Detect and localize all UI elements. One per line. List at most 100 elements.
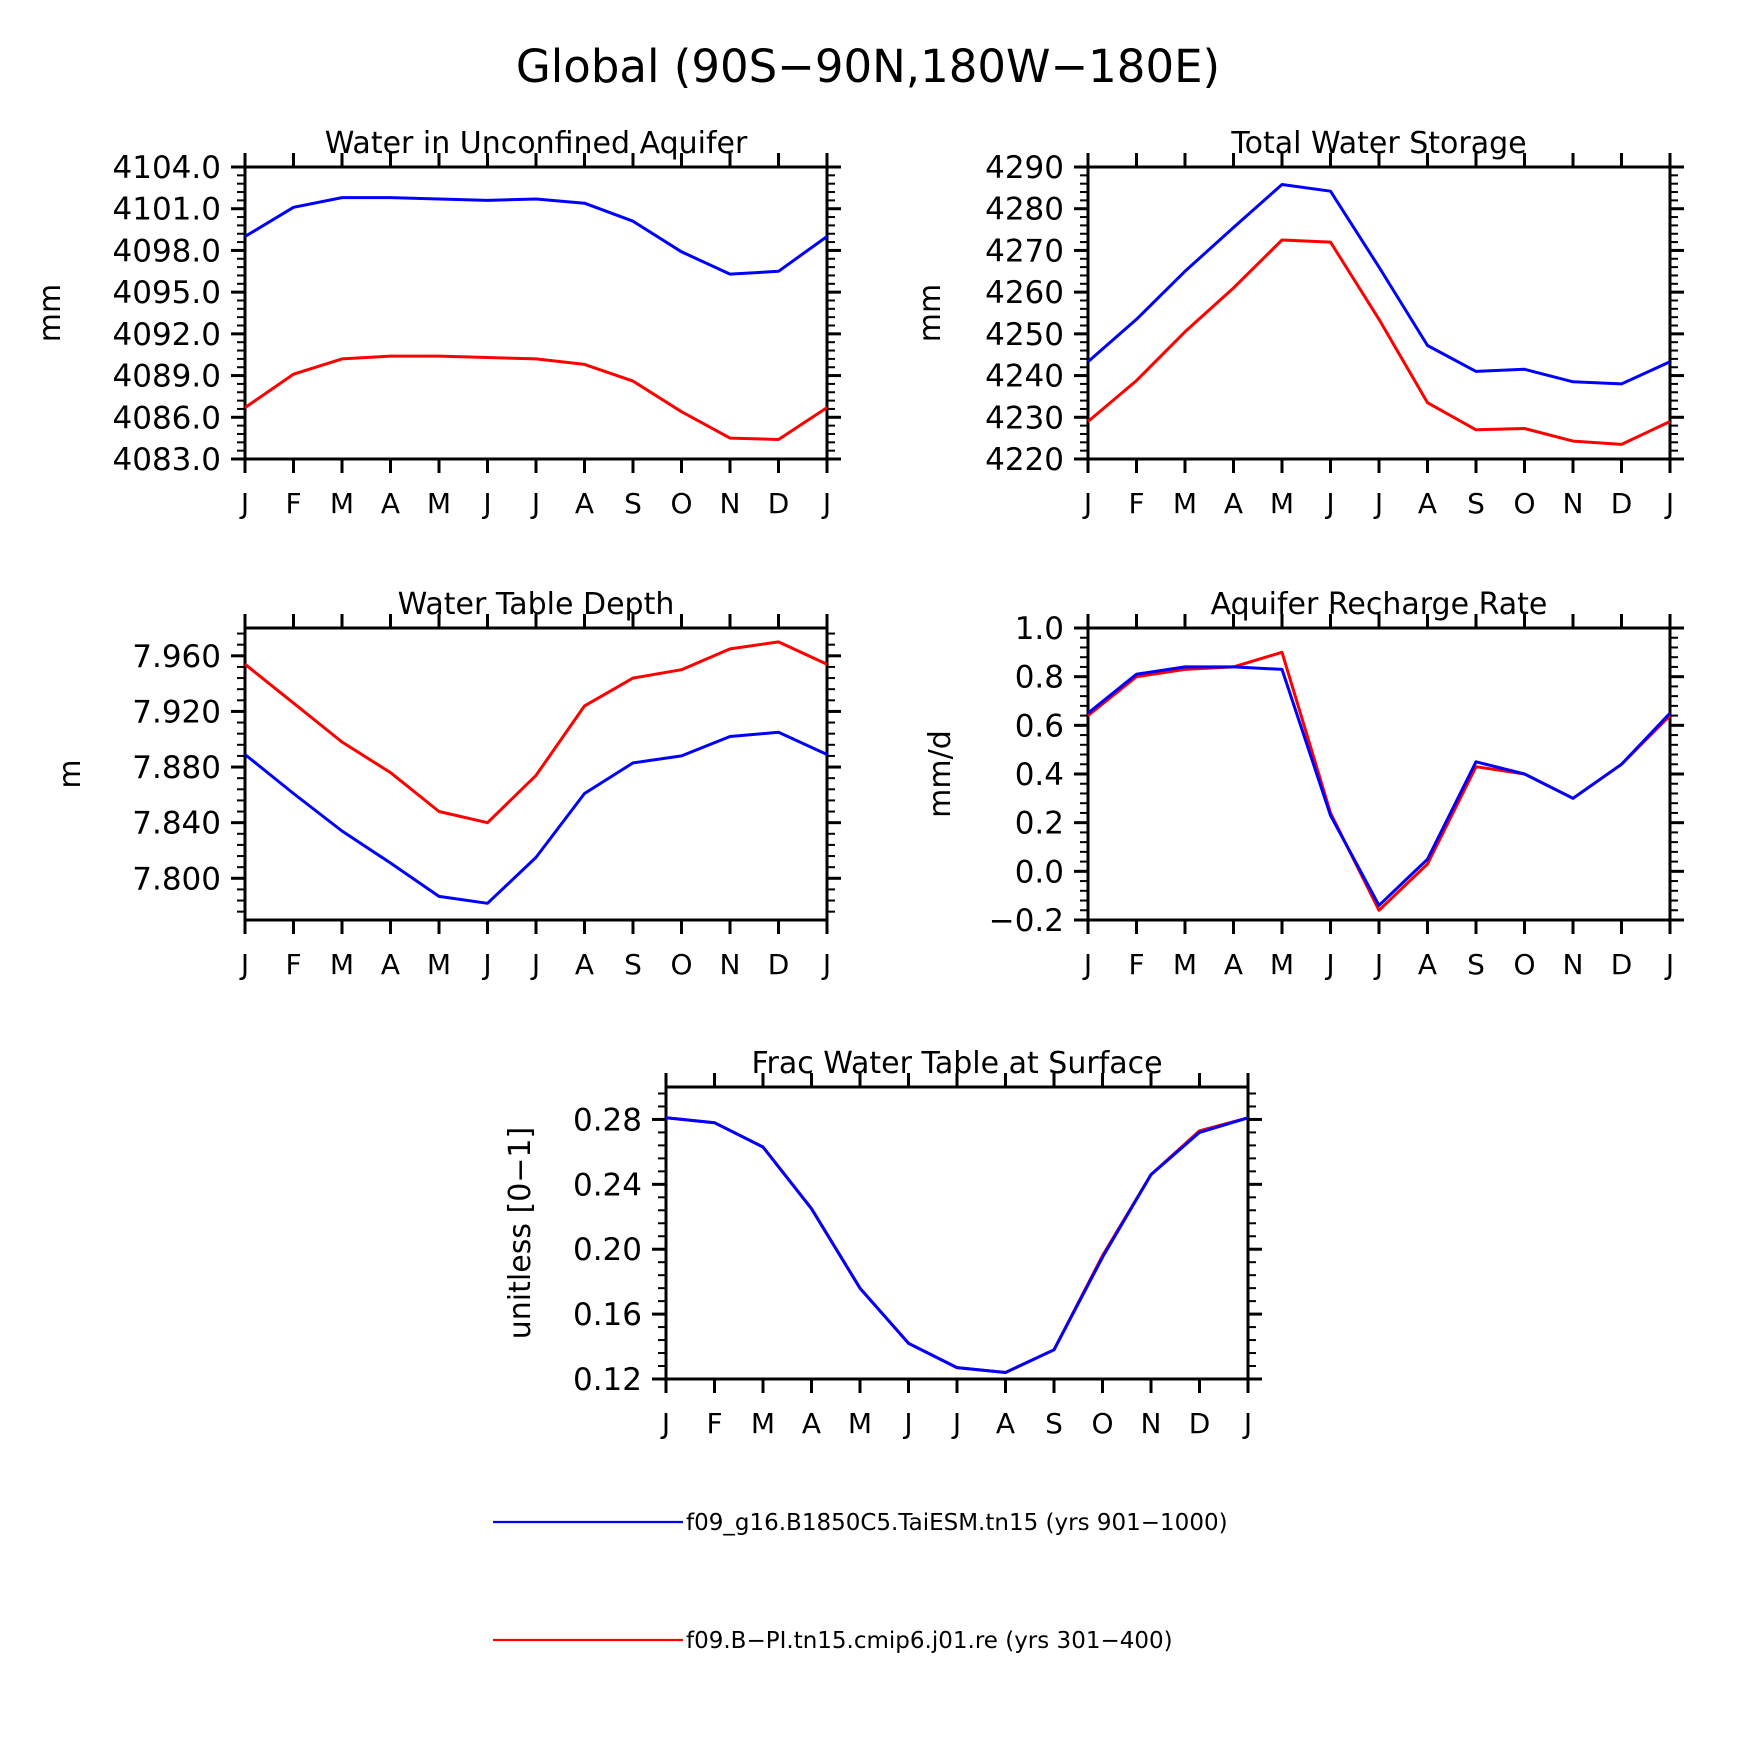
y-axis-label: m	[53, 759, 88, 788]
series-line-1	[1087, 650, 1672, 912]
series-line-2	[665, 1116, 1249, 1374]
x-tick-label: D	[1611, 487, 1633, 520]
y-tick-label: 4220	[985, 442, 1064, 478]
y-tick-label: 4230	[985, 400, 1064, 436]
x-tick-label: M	[1270, 948, 1294, 981]
y-tick-label: 1.0	[1015, 611, 1064, 647]
x-tick-label: D	[1189, 1407, 1211, 1440]
x-tick-label: M	[330, 487, 354, 520]
y-tick-label: 0.6	[1015, 708, 1064, 744]
x-tick-label: M	[427, 948, 451, 981]
series-line-2	[244, 640, 828, 825]
x-tick-label: J	[1664, 948, 1674, 981]
y-tick-label: 4092.0	[113, 317, 221, 353]
y-tick-label: 7.960	[132, 639, 221, 675]
y-axis-label: unitless [0−1]	[503, 1127, 538, 1339]
y-tick-label: 0.20	[573, 1232, 642, 1268]
x-tick-label: O	[670, 948, 692, 981]
series-line-2	[1087, 238, 1671, 446]
x-tick-label: N	[1563, 487, 1584, 520]
y-tick-label: 7.880	[132, 750, 221, 786]
x-tick-label: M	[427, 487, 451, 520]
x-tick-label: S	[1045, 1407, 1063, 1440]
series-line-1	[665, 1116, 1249, 1374]
x-tick-label: M	[1270, 487, 1294, 520]
x-tick-label: D	[1611, 948, 1633, 981]
x-tick-label: D	[768, 948, 790, 981]
y-tick-label: 4089.0	[113, 359, 221, 395]
x-tick-label: N	[1141, 1407, 1162, 1440]
x-tick-label: O	[1091, 1407, 1113, 1440]
x-tick-label: J	[1664, 487, 1674, 520]
plot-frame	[664, 1085, 1250, 1381]
x-tick-label: J	[1324, 487, 1334, 520]
x-tick-label: M	[1173, 948, 1197, 981]
x-tick-label: A	[381, 948, 400, 981]
series-line-1	[1087, 183, 1671, 386]
y-tick-label: 4083.0	[113, 442, 221, 478]
y-tick-label: 4101.0	[113, 192, 221, 228]
x-tick-label: J	[951, 1407, 961, 1440]
x-tick-label: N	[720, 948, 741, 981]
y-tick-label: 7.800	[132, 861, 221, 897]
series-line-2	[244, 354, 828, 441]
y-tick-label: 4250	[985, 317, 1064, 353]
figure-title: Global (90S−90N,180W−180E)	[516, 40, 1220, 93]
x-tick-label: S	[1467, 948, 1485, 981]
x-tick-label: J	[530, 487, 540, 520]
x-tick-label: J	[481, 948, 491, 981]
legend: f09_g16.B1850C5.TaiESM.tn15 (yrs 901−100…	[493, 1510, 1228, 1654]
y-tick-label: 0.28	[573, 1102, 642, 1138]
y-axis-label: mm/d	[923, 730, 958, 818]
x-tick-label: A	[575, 948, 594, 981]
y-tick-label: −0.2	[989, 903, 1064, 939]
x-tick-label: J	[1373, 948, 1383, 981]
x-tick-label: F	[285, 487, 301, 520]
y-tick-label: 0.0	[1015, 854, 1064, 890]
x-tick-label: M	[1173, 487, 1197, 520]
x-tick-label: M	[330, 948, 354, 981]
x-tick-label: J	[239, 948, 249, 981]
x-tick-label: S	[624, 948, 642, 981]
x-tick-label: F	[1128, 948, 1144, 981]
x-tick-label: F	[706, 1407, 722, 1440]
x-tick-label: A	[1418, 948, 1437, 981]
legend-label-2: f09.B−PI.tn15.cmip6.j01.re (yrs 301−400)	[686, 1628, 1173, 1654]
x-tick-label: J	[1082, 487, 1092, 520]
plot-frame	[243, 165, 829, 461]
y-tick-label: 0.12	[573, 1362, 642, 1398]
y-axis-label: mm	[33, 284, 68, 342]
series-line-2	[1087, 665, 1672, 907]
y-tick-label: 4104.0	[113, 150, 221, 186]
series-line-1	[244, 196, 828, 276]
y-tick-label: 4280	[985, 192, 1064, 228]
x-tick-label: J	[660, 1407, 670, 1440]
x-tick-label: A	[1418, 487, 1437, 520]
x-tick-label: M	[751, 1407, 775, 1440]
x-tick-label: A	[1224, 487, 1243, 520]
x-tick-label: M	[848, 1407, 872, 1440]
y-tick-label: 0.4	[1015, 757, 1064, 793]
plot-frame	[1086, 165, 1672, 461]
series-line-1	[244, 730, 828, 905]
x-tick-label: J	[902, 1407, 912, 1440]
x-tick-label: A	[1224, 948, 1243, 981]
y-tick-label: 4240	[985, 359, 1064, 395]
x-tick-label: J	[481, 487, 491, 520]
y-tick-label: 4086.0	[113, 400, 221, 436]
y-tick-label: 4270	[985, 233, 1064, 269]
y-tick-label: 4095.0	[113, 275, 221, 311]
x-tick-label: F	[285, 948, 301, 981]
x-tick-label: O	[670, 487, 692, 520]
y-tick-label: 0.16	[573, 1297, 642, 1333]
x-tick-label: D	[768, 487, 790, 520]
y-tick-label: 4290	[985, 150, 1064, 186]
x-tick-label: A	[802, 1407, 821, 1440]
x-tick-label: S	[1467, 487, 1485, 520]
